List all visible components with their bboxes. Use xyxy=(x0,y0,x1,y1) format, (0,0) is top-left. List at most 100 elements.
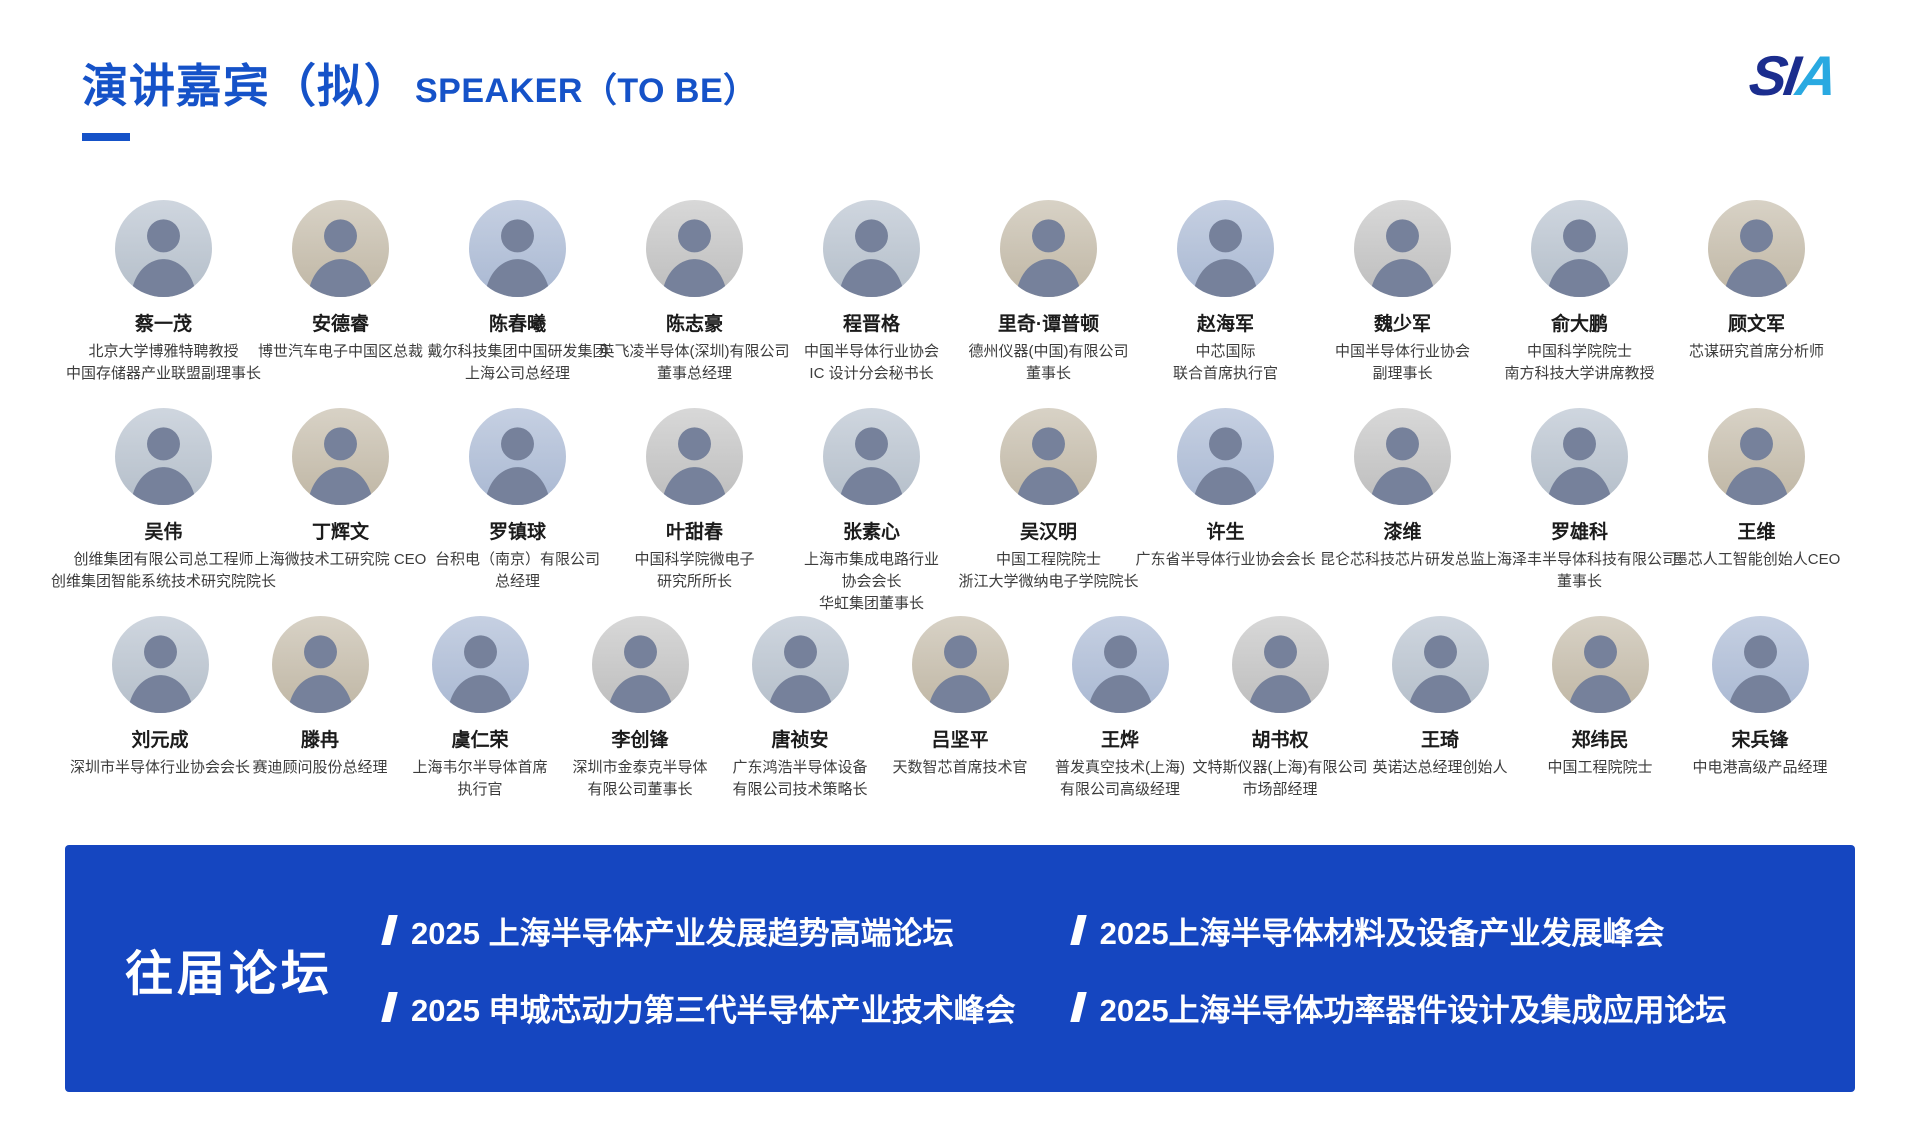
speaker-card: 陈春曦 戴尔科技集团中国研发集团 上海公司总经理 xyxy=(428,200,608,385)
forum-label: 2025上海半导体材料及设备产业发展峰会 xyxy=(1099,915,1665,951)
slide-header: 演讲嘉宾（拟） SPEAKER（TO BE） xyxy=(82,50,758,141)
speaker-name: 蔡一茂 xyxy=(134,314,192,335)
speaker-row: 刘元成 深圳市半导体行业协会会长 滕冉 赛迪顾问股份总经理 虞仁荣 上海韦尔半导… xyxy=(0,616,1920,824)
person-silhouette-icon xyxy=(130,219,197,297)
speaker-row: 吴伟 创维集团有限公司总工程师 创维集团智能系统技术研究院院长 丁辉文 上海微技术… xyxy=(0,408,1920,616)
speaker-titles: 北京大学博雅特聘教授 中国存储器产业联盟副理事长 xyxy=(66,341,261,385)
speaker-title-line: 有限公司高级经理 xyxy=(1059,780,1180,798)
person-silhouette-icon xyxy=(1087,635,1153,713)
bullet-icon xyxy=(381,992,398,1022)
speaker-card: 宋兵锋 中电港高级产品经理 xyxy=(1680,616,1840,779)
person-silhouette-icon xyxy=(927,635,993,713)
speaker-titles: 芯谋研究首席分析师 xyxy=(1689,341,1824,363)
speaker-title-line: 上海公司总经理 xyxy=(465,364,571,382)
speaker-name: 罗雄科 xyxy=(1550,522,1608,543)
person-silhouette-icon xyxy=(1192,427,1259,505)
speaker-card: 胡书权 文特斯仪器(上海)有限公司 市场部经理 xyxy=(1193,616,1368,801)
speaker-title-line: 董事总经理 xyxy=(656,364,732,382)
speaker-card: 叶甜春 中国科学院微电子 研究所所长 xyxy=(606,408,783,593)
speaker-name: 叶甜春 xyxy=(665,522,723,543)
speaker-titles: 中芯国际 联合首席执行官 xyxy=(1173,341,1278,385)
speaker-title-line: 广东鸿浩半导体设备 xyxy=(732,759,868,776)
speaker-photo xyxy=(1000,408,1097,505)
speaker-photo xyxy=(911,616,1009,713)
speaker-name: 刘元成 xyxy=(131,730,189,751)
speaker-photo xyxy=(823,408,920,505)
speaker-titles: 深圳市半导体行业协会会长 xyxy=(70,757,250,779)
speaker-title-line: 中国工程院院士 xyxy=(1547,759,1653,776)
speaker-photo xyxy=(1531,200,1628,297)
speaker-name: 郑纬民 xyxy=(1571,730,1629,751)
person-silhouette-icon xyxy=(1546,427,1613,505)
speaker-card: 郑纬民 中国工程院院士 xyxy=(1520,616,1680,779)
speaker-name: 张素心 xyxy=(842,522,900,543)
speaker-name: 漆维 xyxy=(1383,522,1422,543)
speaker-name: 程晋格 xyxy=(842,314,900,335)
speaker-card: 许生 广东省半导体行业协会会长 xyxy=(1135,408,1316,571)
speaker-name: 里奇·谭普顿 xyxy=(997,314,1100,335)
speaker-titles: 创维集团有限公司总工程师 创维集团智能系统技术研究院院长 xyxy=(51,549,276,593)
past-forums-heading: 往届论坛 xyxy=(125,947,334,1001)
speaker-card: 李创锋 深圳市金泰克半导体 有限公司董事长 xyxy=(560,616,720,801)
speaker-title-line: 戴尔科技集团中国研发集团 xyxy=(427,343,608,360)
speaker-title-line: 德州仪器(中国)有限公司 xyxy=(968,343,1129,360)
speaker-card: 俞大鹏 中国科学院院士 南方科技大学讲席教授 xyxy=(1491,200,1668,385)
speaker-card: 刘元成 深圳市半导体行业协会会长 xyxy=(70,616,250,779)
speaker-card: 张素心 上海市集成电路行业 协会会长 华虹集团董事长 xyxy=(783,408,960,614)
speaker-photo xyxy=(646,200,743,297)
speaker-title-line: 联合首席执行官 xyxy=(1172,364,1278,382)
person-silhouette-icon xyxy=(484,427,551,505)
speaker-photo xyxy=(431,616,529,713)
speaker-row: 蔡一茂 北京大学博雅特聘教授 中国存储器产业联盟副理事长 安德睿 博世汽车电子中国… xyxy=(0,200,1920,408)
speaker-titles: 天数智芯首席技术官 xyxy=(892,757,1027,779)
person-silhouette-icon xyxy=(1407,635,1473,713)
sia-logo: SIA xyxy=(1745,44,1838,107)
speaker-name: 王琦 xyxy=(1420,730,1459,751)
speaker-title-line: 协会会长 xyxy=(841,572,902,590)
speaker-titles: 英诺达总经理创始人 xyxy=(1372,757,1507,779)
speaker-title-line: 深圳市金泰克半导体 xyxy=(572,759,708,776)
forum-label: 2025 上海半导体产业发展趋势高端论坛 xyxy=(411,915,954,951)
speaker-card: 程晋格 中国半导体行业协会 IC 设计分会秘书长 xyxy=(783,200,960,385)
speaker-titles: 上海泽丰半导体科技有限公司 董事长 xyxy=(1482,549,1677,593)
speaker-title-line: 创维集团智能系统技术研究院院长 xyxy=(51,572,277,590)
speaker-photo xyxy=(1711,616,1809,713)
title-line: 演讲嘉宾（拟） SPEAKER（TO BE） xyxy=(82,50,758,116)
speaker-card: 王烨 普发真空技术(上海) 有限公司高级经理 xyxy=(1040,616,1200,801)
person-silhouette-icon xyxy=(661,219,728,297)
speaker-titles: 上海韦尔半导体首席 执行官 xyxy=(412,757,547,801)
speaker-card: 王琦 英诺达总经理创始人 xyxy=(1360,616,1520,779)
speaker-title-line: 市场部经理 xyxy=(1242,780,1318,798)
speaker-title-line: 英诺达总经理创始人 xyxy=(1372,759,1508,776)
speaker-titles: 戴尔科技集团中国研发集团 上海公司总经理 xyxy=(428,341,608,385)
speaker-photo xyxy=(1177,408,1274,505)
speaker-title-line: 深圳市半导体行业协会会长 xyxy=(70,759,251,776)
speaker-title-line: 有限公司技术策略长 xyxy=(732,780,868,798)
person-silhouette-icon xyxy=(1723,219,1790,297)
speaker-title-line: 赛迪顾问股份总经理 xyxy=(252,759,388,776)
speaker-card: 顾文军 芯谋研究首席分析师 xyxy=(1668,200,1845,363)
person-silhouette-icon xyxy=(1567,635,1633,713)
title-underline xyxy=(82,133,130,141)
forum-label: 2025 申城芯动力第三代半导体产业技术峰会 xyxy=(411,992,1016,1028)
speaker-title-line: 有限公司董事长 xyxy=(587,780,693,798)
person-silhouette-icon xyxy=(1369,427,1436,505)
speaker-title-line: 广东省半导体行业协会会长 xyxy=(1135,551,1316,568)
forum-item: 2025上海半导体功率器件设计及集成应用论坛 xyxy=(1069,985,1727,1030)
person-silhouette-icon xyxy=(484,219,551,297)
speaker-card: 王维 墨芯人工智能创始人CEO xyxy=(1668,408,1845,571)
speaker-title-line: 中电港高级产品经理 xyxy=(1692,759,1828,776)
speaker-name: 许生 xyxy=(1206,522,1245,543)
speaker-title-line: 中国工程院院士 xyxy=(996,551,1102,568)
speaker-title-line: IC 设计分会秘书长 xyxy=(809,364,934,382)
person-silhouette-icon xyxy=(1192,219,1259,297)
logo-letter-a: A xyxy=(1792,44,1839,107)
speaker-card: 安德睿 博世汽车电子中国区总裁 xyxy=(252,200,429,363)
speaker-photo xyxy=(1531,408,1628,505)
speaker-name: 吴汉明 xyxy=(1019,522,1077,543)
speaker-titles: 中国半导体行业协会 IC 设计分会秘书长 xyxy=(804,341,939,385)
speaker-title-line: 北京大学博雅特聘教授 xyxy=(88,343,239,360)
speaker-title-line: 上海微技术工研究院 CEO xyxy=(254,551,427,568)
speaker-name: 李创锋 xyxy=(611,730,669,751)
speaker-title-line: 中国科学院院士 xyxy=(1526,343,1632,360)
